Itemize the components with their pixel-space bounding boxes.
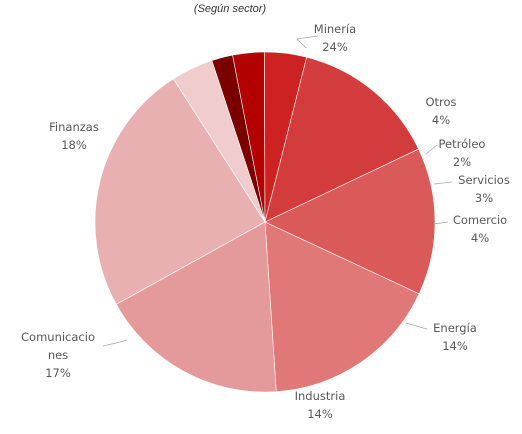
pie-slices bbox=[94, 51, 436, 393]
data-label-comercio: Comercio 4% bbox=[453, 213, 507, 245]
leader-line-servicios bbox=[433, 181, 453, 185]
data-label-comunicaciones: Comunicacio nes 17% bbox=[21, 330, 95, 380]
data-label-industria: Industria 14% bbox=[295, 389, 346, 421]
leader-line-comunicaciones bbox=[102, 339, 128, 347]
data-label-finanzas: Finanzas 18% bbox=[49, 120, 99, 152]
data-label-mineria: Minería 24% bbox=[314, 22, 356, 54]
chart-subtitle: (Según sector) bbox=[194, 3, 266, 15]
data-label-energia: Energía 14% bbox=[433, 321, 477, 353]
leader-line-comercio bbox=[432, 221, 449, 225]
data-label-petroleo: Petróleo 2% bbox=[439, 137, 486, 169]
pie-slice-energia bbox=[264, 56, 419, 223]
data-label-servicios: Servicios 3% bbox=[458, 173, 510, 205]
leader-line-petroleo bbox=[425, 144, 438, 155]
pie-slice-finanzas bbox=[115, 221, 277, 393]
pie-slice-comunicaciones bbox=[264, 221, 420, 392]
leader-line-energia bbox=[405, 322, 428, 330]
data-label-otros: Otros 4% bbox=[425, 95, 456, 127]
pie-slice-industria bbox=[264, 148, 436, 295]
pie-labels: Minería 24% Otros 4% Petróleo 2% Servicios 3% Co… bbox=[21, 22, 510, 421]
leader-line-mineria bbox=[296, 35, 319, 49]
pie-slice-mineria bbox=[94, 78, 266, 305]
